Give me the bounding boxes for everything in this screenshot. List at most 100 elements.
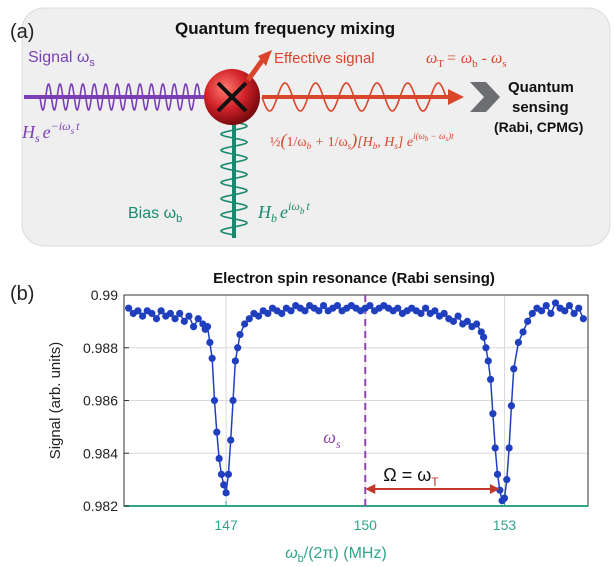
- y-tick-label: 0.982: [83, 498, 118, 514]
- data-point: [287, 307, 295, 315]
- effective-wave: [261, 82, 447, 112]
- data-point: [486, 375, 495, 383]
- data-point: [236, 330, 244, 339]
- mixer-sphere-icon: [204, 50, 272, 125]
- data-point: [229, 396, 237, 405]
- data-point: [561, 307, 569, 315]
- x-axis-label: ωb/(2π) (MHz): [285, 545, 387, 565]
- chevron-right-icon: [470, 82, 500, 112]
- data-point: [185, 312, 193, 320]
- data-point: [222, 489, 230, 497]
- y-tick-label: 0.984: [83, 445, 118, 461]
- data-point: [519, 328, 527, 336]
- data-point: [463, 317, 471, 325]
- bias-label: Bias ωb: [128, 205, 182, 225]
- data-point: [157, 307, 165, 315]
- panel-b-label: (b): [10, 283, 34, 305]
- data-point: [482, 344, 490, 352]
- data-point: [264, 309, 272, 318]
- data-point: [417, 309, 425, 318]
- data-point: [220, 481, 228, 489]
- omega-s-label: ωs: [323, 427, 341, 451]
- data-point: [180, 317, 188, 325]
- data-point: [538, 307, 546, 315]
- data-point: [245, 315, 253, 323]
- data-point: [514, 338, 523, 347]
- data-point: [241, 320, 249, 328]
- data-point: [148, 309, 156, 318]
- data-point: [484, 357, 492, 365]
- data-point: [528, 309, 536, 318]
- signal-hamiltonian: Hs e−iωs t: [21, 119, 80, 145]
- panel-a-background: [21, 7, 611, 247]
- data-point: [315, 307, 323, 315]
- effective-arrowhead: [448, 89, 464, 105]
- data-point: [224, 470, 232, 478]
- data-point: [551, 299, 560, 307]
- x-tick-label: 150: [354, 517, 378, 533]
- x-tick-label: 153: [493, 517, 517, 533]
- data-point: [579, 315, 587, 323]
- data-point: [278, 309, 286, 318]
- data-point: [366, 301, 374, 310]
- sensing-line3: (Rabi, CPMG): [494, 119, 583, 135]
- data-point: [231, 357, 239, 365]
- bias-hamiltonian: Hb eiωb t: [257, 199, 310, 225]
- data-point: [206, 338, 214, 347]
- data-point: [565, 301, 574, 310]
- signal-label: Signal ωs: [28, 49, 95, 69]
- data-point: [171, 315, 179, 323]
- panel-a: (a) Quantum frequency mixing Signal ωs H…: [10, 7, 611, 247]
- data-point: [227, 436, 235, 444]
- data-point: [138, 312, 147, 320]
- data-point: [542, 301, 550, 310]
- effective-formula: ½(1/ωb + 1/ωs)[Hb, Hs] ei(ωb − ωs)t: [270, 130, 454, 151]
- data-point: [210, 396, 219, 405]
- data-point: [194, 315, 202, 323]
- y-tick-label: 0.986: [83, 393, 118, 409]
- data-point: [208, 354, 216, 362]
- data-point: [507, 402, 516, 410]
- y-tick-label: 0.988: [83, 340, 118, 356]
- data-point: [493, 470, 502, 478]
- panel-a-title: Quantum frequency mixing: [175, 19, 395, 38]
- omega-annotation: Ω = ωT: [383, 465, 439, 489]
- data-point: [190, 323, 198, 331]
- panel-b: (b) Electron spin resonance (Rabi sensin…: [10, 270, 589, 565]
- data-point: [203, 323, 212, 331]
- omega-arrowhead-left: [365, 484, 376, 494]
- data-point: [547, 309, 555, 318]
- x-tick-label: 147: [214, 517, 238, 533]
- data-point: [454, 312, 462, 320]
- effective-label: Effective signal: [274, 50, 375, 67]
- data-point: [440, 309, 448, 318]
- data-point: [125, 304, 133, 312]
- y-tick-label: 0.99: [91, 287, 118, 303]
- esr-chart: 0.982 0.984 0.986 0.988 0.99 147 150 153 Signal …: [47, 287, 589, 565]
- panel-b-title: Electron spin resonance (Rabi sensing): [213, 270, 495, 287]
- data-point: [480, 333, 488, 341]
- data-point: [234, 344, 242, 352]
- data-point: [333, 301, 342, 310]
- data-point: [152, 315, 161, 323]
- bias-wave: [220, 121, 248, 236]
- sensing-line2: sensing: [512, 99, 569, 116]
- data-point: [213, 428, 221, 436]
- data-point: [134, 307, 142, 315]
- sensing-line1: Quantum: [508, 79, 574, 96]
- y-axis-label: Signal (arb. units): [47, 342, 64, 460]
- data-point: [254, 312, 263, 320]
- omega-arrowhead-right: [489, 484, 500, 494]
- panel-a-label: (a): [10, 21, 34, 43]
- data-point: [422, 304, 430, 312]
- omega-t-relation: ωT = ωb - ωs: [426, 50, 507, 70]
- data-point: [301, 307, 309, 315]
- data-point: [570, 309, 578, 318]
- data-point: [489, 410, 497, 418]
- data-point: [394, 304, 402, 312]
- data-point: [166, 309, 174, 318]
- data-point: [500, 494, 509, 502]
- data-point: [473, 320, 481, 328]
- data-point: [431, 307, 439, 315]
